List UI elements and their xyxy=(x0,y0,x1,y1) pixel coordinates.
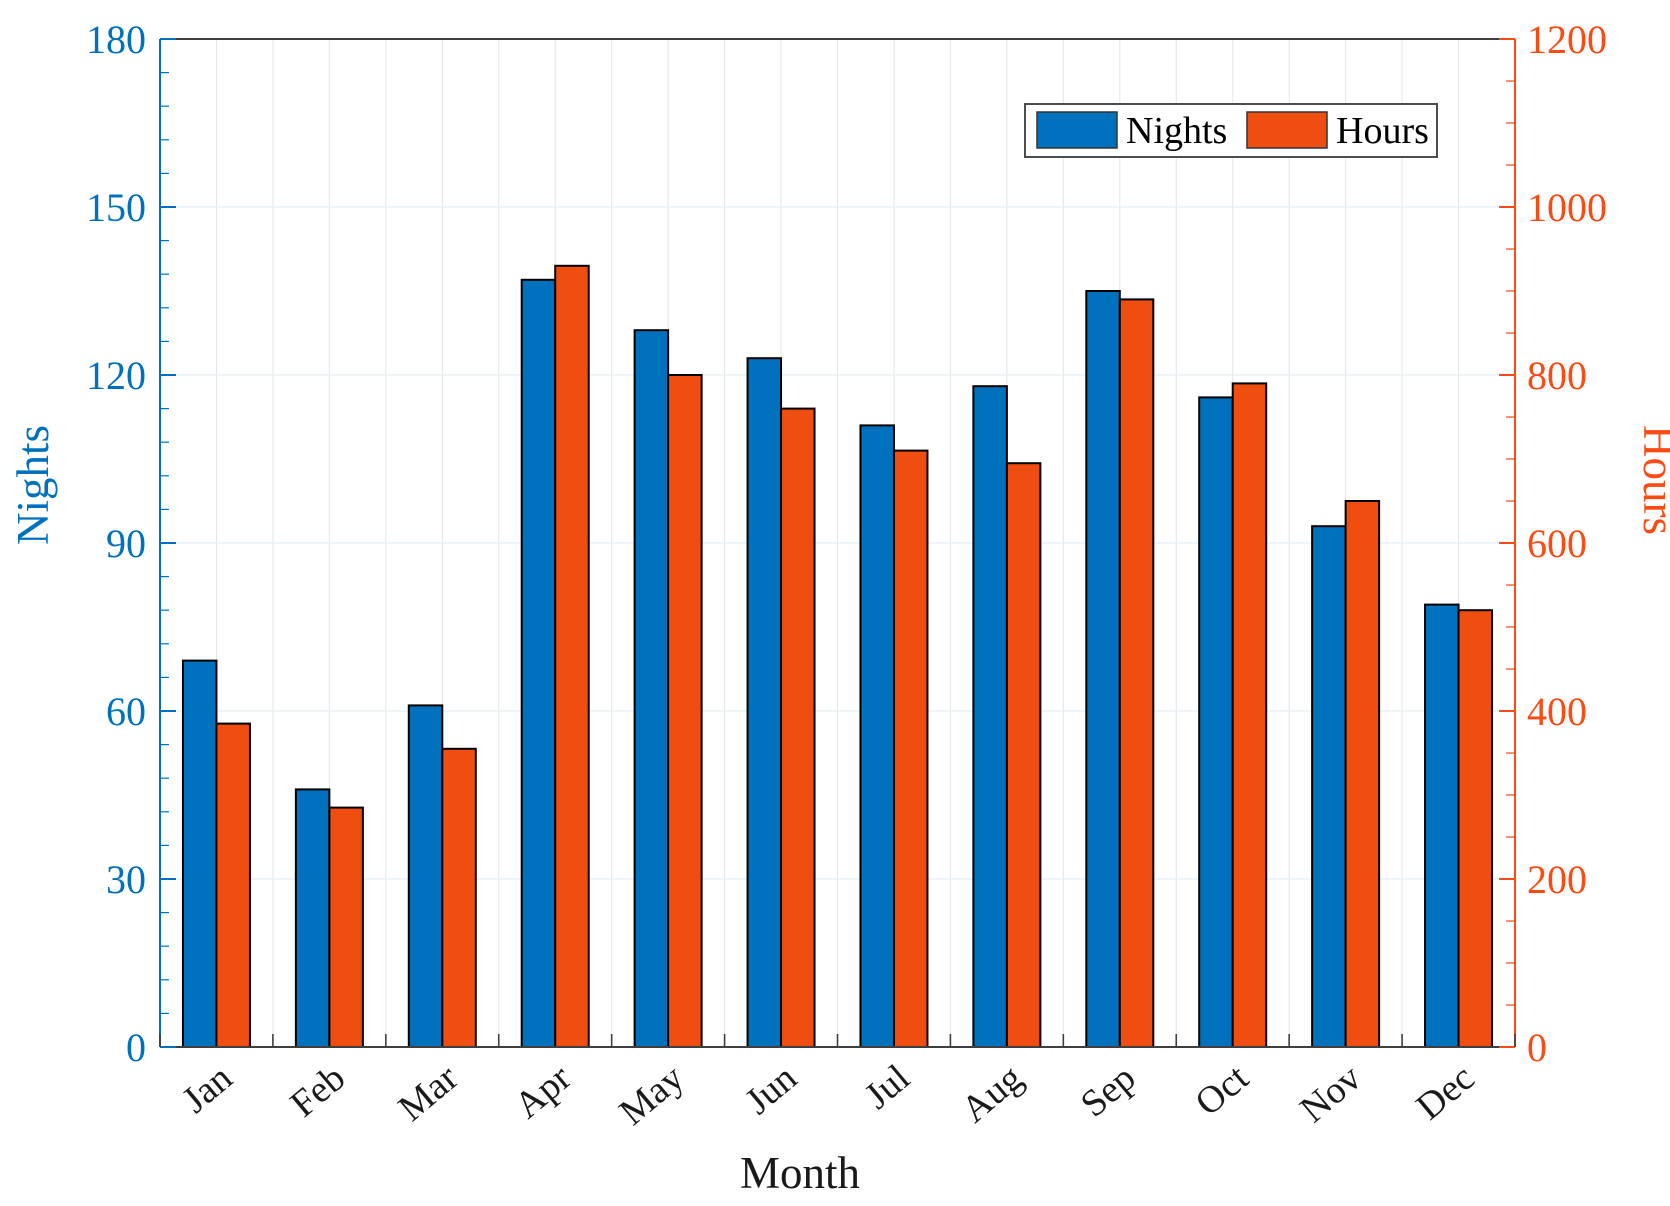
bar-hours-feb xyxy=(328,806,364,1048)
bar-nights-dec xyxy=(1424,603,1460,1048)
bar-nights-feb xyxy=(294,788,331,1049)
right-axis-tick-label: 1200 xyxy=(1527,17,1607,62)
bar-nights-sep xyxy=(1085,290,1121,1048)
left-axis-tick-label: 180 xyxy=(86,17,146,62)
bar-hours-apr xyxy=(554,264,590,1048)
left-axis-tick-label: 120 xyxy=(86,353,146,398)
right-axis-tick-label: 1000 xyxy=(1527,185,1607,230)
right-axis-tick-label: 600 xyxy=(1527,521,1587,566)
right-axis-tick-label: 400 xyxy=(1527,689,1587,734)
bar-nights-nov xyxy=(1311,525,1347,1048)
bar-hours-jan xyxy=(215,722,251,1048)
right-axis-title: Hours xyxy=(1634,425,1670,535)
right-axis-tick-label: 200 xyxy=(1527,857,1587,902)
left-axis-tick-label: 150 xyxy=(86,185,146,230)
bar-nights-mar xyxy=(407,704,444,1049)
legend-swatch-nights xyxy=(1036,111,1118,149)
legend-swatch-hours xyxy=(1246,111,1328,149)
bar-nights-apr xyxy=(520,278,557,1048)
bar-nights-aug xyxy=(972,385,1008,1048)
bar-hours-dec xyxy=(1457,609,1494,1048)
bar-nights-oct xyxy=(1198,396,1234,1048)
bar-hours-jun xyxy=(780,407,816,1049)
right-axis-tick-label: 0 xyxy=(1527,1025,1547,1070)
legend-label-hours: Hours xyxy=(1336,110,1429,152)
left-axis-tick-label: 0 xyxy=(126,1025,146,1070)
right-axis-tick-label: 800 xyxy=(1527,353,1587,398)
bar-hours-jul xyxy=(892,449,929,1049)
bar-hours-sep xyxy=(1118,298,1155,1048)
left-axis-tick-label: 60 xyxy=(106,689,146,734)
bar-hours-may xyxy=(667,374,703,1048)
bar-hours-aug xyxy=(1005,462,1042,1048)
left-axis-tick-label: 90 xyxy=(106,521,146,566)
bar-hours-nov xyxy=(1344,500,1381,1048)
left-axis-title: Nights xyxy=(8,425,58,545)
x-axis-title: Month xyxy=(740,1148,860,1198)
bar-hours-oct xyxy=(1231,382,1268,1048)
bar-nights-jul xyxy=(859,424,895,1048)
bar-nights-may xyxy=(633,329,670,1048)
bar-nights-jan xyxy=(181,659,218,1048)
bar-nights-jun xyxy=(746,357,783,1048)
left-axis-tick-label: 30 xyxy=(106,857,146,902)
legend-label-nights: Nights xyxy=(1126,110,1227,152)
bar-hours-mar xyxy=(441,747,477,1048)
